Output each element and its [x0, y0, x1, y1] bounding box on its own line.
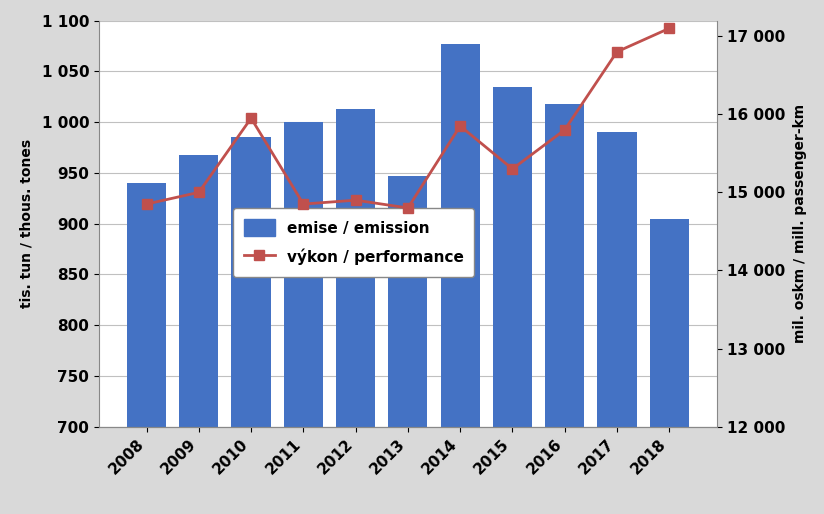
výkon / performance	[351, 197, 361, 203]
výkon / performance	[664, 25, 674, 31]
Bar	[545, 104, 584, 514]
Bar	[180, 155, 218, 514]
Bar	[441, 44, 480, 514]
Bar	[127, 183, 166, 514]
Y-axis label: mil. oskm / mill. passenger-km: mil. oskm / mill. passenger-km	[794, 104, 808, 343]
výkon / performance	[142, 201, 152, 207]
výkon / performance	[508, 166, 517, 172]
výkon / performance	[246, 115, 256, 121]
Line: výkon / performance: výkon / performance	[142, 24, 674, 213]
Bar	[283, 122, 323, 514]
Bar	[336, 109, 375, 514]
výkon / performance	[559, 127, 569, 133]
Y-axis label: tis. tun / thous. tones: tis. tun / thous. tones	[19, 139, 33, 308]
výkon / performance	[298, 201, 308, 207]
Bar	[493, 86, 532, 514]
výkon / performance	[194, 189, 204, 195]
Legend: emise / emission, výkon / performance: emise / emission, výkon / performance	[233, 208, 475, 277]
Bar	[649, 218, 689, 514]
výkon / performance	[612, 49, 622, 55]
Bar	[597, 132, 636, 514]
výkon / performance	[455, 123, 465, 129]
Bar	[388, 176, 428, 514]
výkon / performance	[403, 205, 413, 211]
Bar	[232, 137, 271, 514]
